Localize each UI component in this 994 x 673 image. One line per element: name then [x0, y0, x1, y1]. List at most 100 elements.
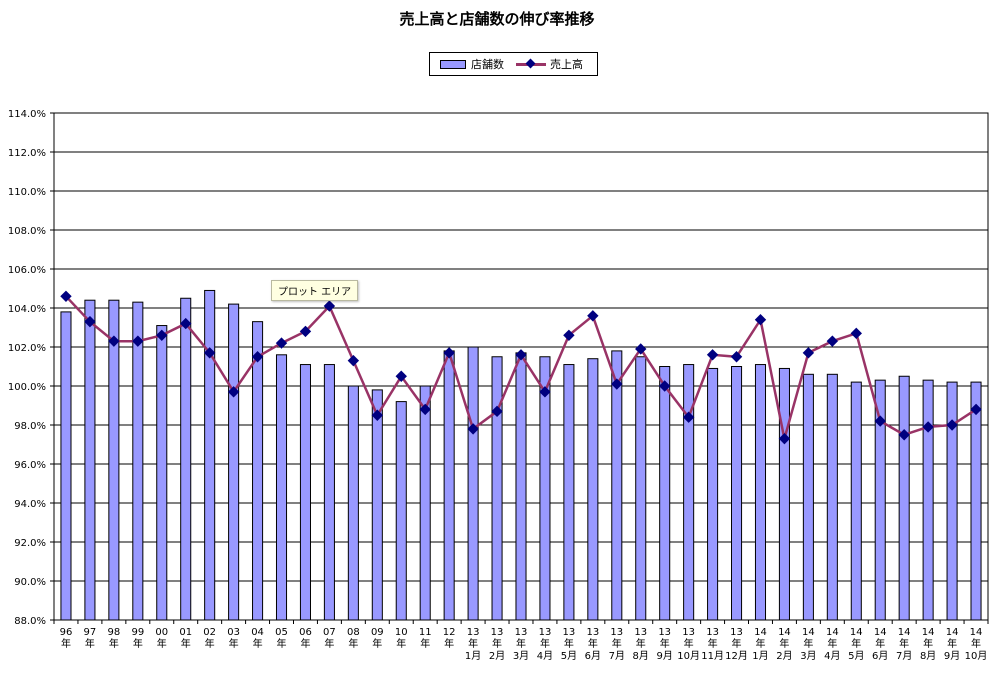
point-sales[interactable]	[132, 335, 144, 347]
legend-line-label: 売上高	[550, 58, 583, 71]
point-sales[interactable]	[706, 349, 719, 361]
bar-store-count[interactable]	[874, 379, 886, 621]
bar-store-count[interactable]	[778, 367, 790, 621]
point-sales[interactable]	[850, 327, 862, 340]
x-tick-label: 年	[899, 637, 909, 650]
point-sales[interactable]	[275, 337, 288, 349]
point-sales[interactable]	[611, 378, 623, 390]
point-sales[interactable]	[203, 347, 216, 359]
bar-store-count[interactable]	[898, 375, 910, 621]
point-sales[interactable]	[467, 423, 479, 435]
x-tick-label: 01	[179, 627, 192, 638]
bar-store-count[interactable]	[60, 311, 72, 621]
bar-store-count[interactable]	[228, 303, 240, 621]
point-sales[interactable]	[108, 335, 120, 347]
point-sales[interactable]	[922, 421, 934, 433]
bar-store-count[interactable]	[275, 354, 288, 621]
x-tick-label: 14	[850, 627, 863, 638]
y-tick-label: 90.0%	[14, 577, 46, 588]
point-sales[interactable]	[323, 300, 336, 312]
bar-store-count[interactable]	[84, 299, 96, 621]
bar-store-count[interactable]	[802, 373, 814, 621]
point-sales[interactable]	[826, 335, 839, 347]
point-sales[interactable]	[970, 403, 982, 416]
point-sales[interactable]	[802, 347, 815, 359]
point-sales[interactable]	[587, 310, 599, 322]
bar-store-count[interactable]	[323, 364, 335, 621]
point-sales[interactable]	[156, 329, 168, 342]
bar-store-count[interactable]	[467, 346, 479, 621]
x-tick-label: 13	[491, 627, 504, 638]
bar-store-count[interactable]	[156, 325, 168, 621]
point-sales[interactable]	[371, 409, 384, 421]
bar-store-count[interactable]	[563, 364, 575, 621]
x-tick-label: 年	[420, 637, 430, 650]
bar-store-count[interactable]	[204, 289, 216, 621]
bar-store-count[interactable]	[108, 299, 120, 621]
point-sales[interactable]	[491, 405, 503, 418]
point-sales[interactable]	[658, 380, 671, 392]
bar-store-count[interactable]	[443, 350, 455, 621]
bar-store-count[interactable]	[252, 321, 264, 621]
bar-store-count[interactable]	[754, 364, 767, 621]
point-sales[interactable]	[635, 343, 647, 355]
bar-store-count[interactable]	[419, 385, 431, 621]
point-sales[interactable]	[227, 386, 240, 398]
point-sales[interactable]	[682, 411, 695, 423]
x-tick-label: 5月	[561, 650, 577, 662]
x-tick-label: 年	[851, 637, 861, 650]
legend[interactable]: 店舗数 売上高	[429, 52, 598, 76]
point-sales[interactable]	[754, 313, 767, 326]
bar-store-count[interactable]	[635, 356, 647, 621]
point-sales[interactable]	[778, 432, 791, 445]
bar-store-count[interactable]	[922, 379, 934, 621]
bar-store-count[interactable]	[347, 385, 359, 621]
bar-store-count[interactable]	[731, 366, 743, 621]
bar-store-count[interactable]	[707, 367, 719, 621]
point-sales[interactable]	[251, 351, 264, 363]
x-tick-label: 10月	[677, 650, 700, 662]
point-sales[interactable]	[874, 415, 886, 427]
bar-store-count[interactable]	[395, 401, 407, 621]
x-tick-label: 97	[84, 627, 97, 638]
bar-store-count[interactable]	[491, 356, 503, 621]
x-tick-label: 06	[299, 627, 312, 638]
point-sales[interactable]	[419, 403, 431, 416]
bar-store-count[interactable]	[611, 350, 623, 621]
point-sales[interactable]	[347, 354, 360, 367]
point-sales[interactable]	[515, 349, 527, 361]
point-sales[interactable]	[946, 419, 958, 431]
bar-store-count[interactable]	[180, 297, 192, 621]
point-sales[interactable]	[443, 347, 455, 359]
point-sales[interactable]	[539, 386, 551, 398]
bar-store-count[interactable]	[826, 373, 838, 621]
point-sales[interactable]	[180, 317, 192, 330]
point-sales[interactable]	[60, 290, 72, 303]
point-sales[interactable]	[395, 370, 407, 382]
x-tick-label: 年	[492, 637, 502, 650]
point-sales[interactable]	[84, 315, 96, 328]
bar-store-count[interactable]	[659, 366, 671, 621]
point-sales[interactable]	[730, 351, 743, 363]
y-tick-label: 110.0%	[8, 187, 46, 198]
point-sales[interactable]	[299, 325, 312, 338]
x-tick-label: 年	[875, 637, 885, 650]
x-tick-label: 7月	[609, 650, 625, 662]
y-tick-label: 104.0%	[8, 304, 46, 315]
bar-store-count[interactable]	[946, 381, 958, 621]
bar-store-count[interactable]	[587, 358, 599, 621]
bar-store-count[interactable]	[371, 389, 383, 621]
bar-store-count[interactable]	[850, 381, 862, 621]
bar-store-count[interactable]	[132, 301, 144, 621]
bar-store-count[interactable]	[299, 364, 311, 621]
bar-store-count[interactable]	[683, 364, 695, 621]
x-tick-label: 年	[133, 637, 143, 650]
x-tick-label: 年	[253, 637, 263, 650]
bar-store-count[interactable]	[539, 356, 551, 621]
point-sales[interactable]	[563, 329, 575, 342]
bar-store-count[interactable]	[970, 381, 982, 621]
bar-store-count[interactable]	[515, 352, 527, 621]
point-sales[interactable]	[898, 429, 910, 441]
x-tick-label: 年	[564, 637, 574, 650]
